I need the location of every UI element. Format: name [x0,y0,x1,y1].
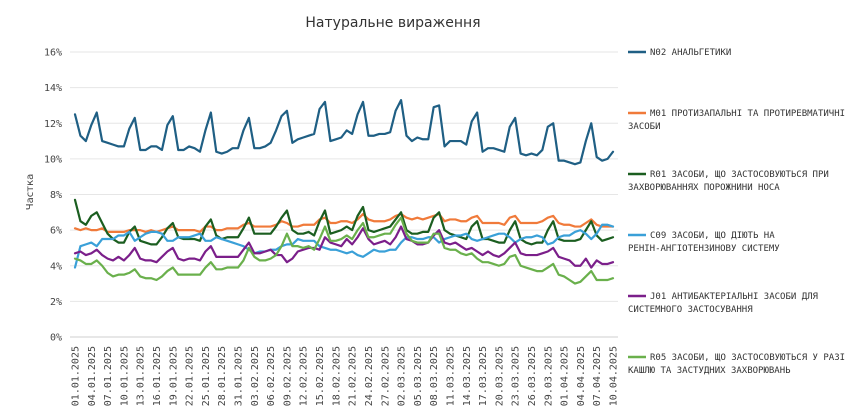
x-tick-label: 18.02.2025 [331,346,342,406]
y-tick-label: 6% [50,226,62,237]
y-tick-label: 16% [44,48,62,59]
legend-label: N02 АНАЛЬГЕТИКИ [650,48,731,58]
legend-item[interactable]: R01 ЗАСОБИ, ЩО ЗАСТОСОВУЮТЬСЯ ПРИ ЗАХВОРЮ… [628,170,829,193]
x-tick-label: 21.02.2025 [348,346,359,406]
y-tick-label: 0% [50,333,62,344]
x-tick-label: 02.03.2025 [397,346,408,406]
chart-title: Натуральне вираження [305,15,480,31]
y-axis-ticks: 0% 2% 4% 6% 8% 10% 12% 14% 16% [44,48,62,344]
x-tick-label: 22.01.2025 [185,346,196,406]
legend-label: J01 АНТИБАКТЕРІАЛЬНІ ЗАСОБИ ДЛЯ СИСТЕМНОГ… [628,292,818,315]
legend-item[interactable]: R05 ЗАСОБИ, ЩО ЗАСТОСОВУЮТЬСЯ У РАЗІ КАШЛ… [628,353,845,376]
legend-label: R01 ЗАСОБИ, ЩО ЗАСТОСОВУЮТЬСЯ ПРИ ЗАХВОРЮ… [628,170,829,193]
legend-item[interactable]: C09 ЗАСОБИ, ЩО ДІЮТЬ НА РЕНІН-АНГІОТЕНЗИН… [628,231,780,254]
legend-item[interactable]: J01 АНТИБАКТЕРІАЛЬНІ ЗАСОБИ ДЛЯ СИСТЕМНОГ… [628,292,818,315]
x-tick-label: 10.04.2025 [609,346,620,406]
legend-item[interactable]: N02 АНАЛЬГЕТИКИ [628,48,731,58]
x-tick-label: 06.02.2025 [266,346,277,406]
y-tick-label: 4% [50,261,62,272]
x-tick-label: 11.03.2025 [445,346,456,406]
y-tick-label: 8% [50,190,62,201]
y-tick-label: 14% [44,83,62,94]
x-tick-label: 16.01.2025 [152,346,163,406]
x-tick-label: 04.01.2025 [87,346,98,406]
grid [70,51,618,338]
x-tick-label: 23.03.2025 [511,346,522,406]
legend-label: R05 ЗАСОБИ, ЩО ЗАСТОСОВУЮТЬСЯ У РАЗІ КАШЛ… [628,353,845,376]
legend-item[interactable]: M01 ПРОТИЗАПАЛЬНІ ТА ПРОТИРЕВМАТИЧНІ ЗАСО… [628,109,845,132]
y-axis-label: Частка [25,174,36,210]
x-tick-label: 09.02.2025 [282,346,293,406]
legend: N02 АНАЛЬГЕТИКИ M01 ПРОТИЗАПАЛЬНІ ТА ПРОТ… [628,48,845,376]
x-tick-label: 07.04.2025 [592,346,603,406]
x-tick-label: 27.02.2025 [380,346,391,406]
series-line-4 [73,225,615,269]
y-tick-label: 2% [50,297,62,308]
series-lines [73,98,615,285]
series-line-3 [73,223,615,269]
x-tick-label: 07.01.2025 [103,346,114,406]
x-tick-label: 01.01.2025 [71,346,82,406]
x-tick-label: 13.01.2025 [136,346,147,406]
legend-label: C09 ЗАСОБИ, ЩО ДІЮТЬ НА РЕНІН-АНГІОТЕНЗИН… [628,231,780,254]
x-tick-label: 26.03.2025 [527,346,538,406]
x-tick-label: 28.01.2025 [217,346,228,406]
x-tick-label: 08.03.2025 [429,346,440,406]
x-tick-label: 17.03.2025 [478,346,489,406]
x-tick-label: 01.04.2025 [560,346,571,406]
legend-label: M01 ПРОТИЗАПАЛЬНІ ТА ПРОТИРЕВМАТИЧНІ ЗАСО… [628,109,845,132]
x-tick-label: 10.01.2025 [119,346,130,406]
x-tick-label: 24.02.2025 [364,346,375,406]
x-tick-label: 29.03.2025 [543,346,554,406]
y-tick-label: 10% [44,154,62,165]
series-line-5 [73,216,615,285]
x-tick-label: 15.02.2025 [315,346,326,406]
x-axis-ticks: 01.01.2025 04.01.2025 07.01.2025 10.01.2025… [71,346,620,406]
x-tick-label: 31.01.2025 [234,346,245,406]
x-tick-label: 05.03.2025 [413,346,424,406]
x-tick-label: 19.01.2025 [168,346,179,406]
y-tick-label: 12% [44,119,62,130]
x-tick-label: 25.01.2025 [201,346,212,406]
x-tick-label: 03.02.2025 [250,346,261,406]
series-line-1 [73,212,615,234]
x-tick-label: 04.04.2025 [576,346,587,406]
x-tick-label: 20.03.2025 [494,346,505,406]
series-line-0 [73,98,615,166]
x-tick-label: 14.03.2025 [462,346,473,406]
series-line-2 [73,198,615,246]
x-tick-label: 12.02.2025 [299,346,310,406]
